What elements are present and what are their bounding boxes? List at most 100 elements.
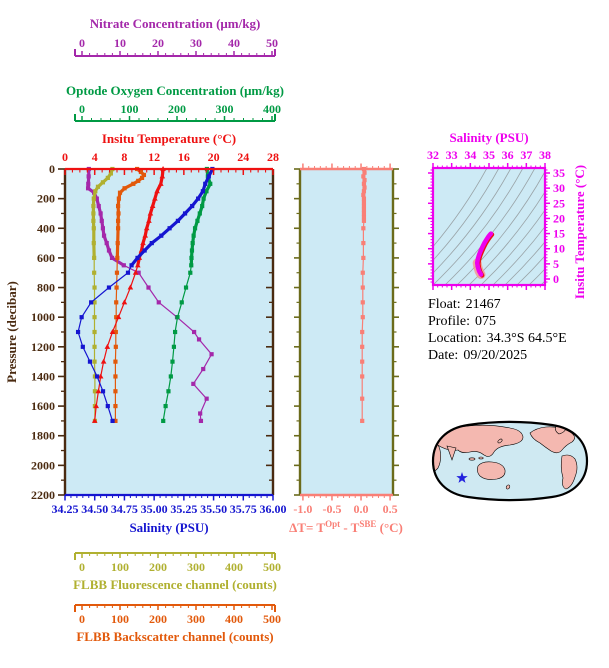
salinity-marker [94, 374, 100, 379]
fluorescence-marker [105, 175, 110, 180]
nitrate-marker [94, 196, 99, 201]
fluorescence-marker [92, 285, 97, 290]
nitrate-marker [109, 255, 115, 261]
delta-t-marker [361, 189, 367, 194]
oxygen-marker [200, 203, 205, 209]
oxygen-marker [195, 218, 200, 223]
salinity-tick-label: 35.00 [141, 502, 168, 516]
backscatter-marker [114, 285, 119, 290]
fluorescence-marker [92, 255, 97, 261]
pressure-tick-label: 1400 [31, 369, 55, 383]
axes-and-ticks: 0200400600800100012001400160018002000220… [31, 36, 565, 626]
ts-salinity-tick-label: 36 [502, 148, 514, 162]
salinity-marker [196, 196, 201, 201]
oxygen-marker [179, 300, 184, 305]
delta-t-marker [360, 285, 365, 290]
temperature-marker [158, 180, 164, 186]
backscatter-marker [113, 359, 118, 364]
nitrate-marker [209, 352, 214, 357]
nitrate-marker [86, 174, 91, 179]
map-japan [497, 438, 503, 444]
temperature-tick-label: 16 [178, 150, 190, 164]
backscatter-tick-label: 400 [225, 612, 243, 626]
pressure-tick-label: 800 [37, 281, 55, 295]
backscatter-marker [114, 270, 120, 275]
backscatter-marker [114, 300, 119, 305]
salinity-marker [149, 240, 154, 246]
salinity-marker [182, 211, 188, 216]
delta-t-marker [361, 215, 367, 220]
float-id-line: Float: 21467 [428, 297, 501, 312]
temperature-marker [142, 232, 149, 238]
nitrate-marker [191, 381, 196, 386]
backscatter-marker [113, 344, 118, 349]
temperature-marker [143, 225, 150, 231]
ts-salinity-axis-title: Salinity (PSU) [449, 130, 528, 145]
nitrate-tick-label: 30 [190, 36, 202, 50]
nitrate-marker [136, 270, 141, 275]
nitrate-marker [104, 240, 109, 246]
ts-density-contours [433, 168, 609, 285]
fluorescence-marker [92, 300, 97, 305]
oxygen-marker [208, 181, 213, 186]
nitrate-tick-label: 40 [228, 36, 240, 50]
backscatter-marker [115, 240, 120, 246]
salinity-marker [203, 181, 208, 186]
ts-contour-line [504, 241, 545, 285]
delta-t-marker [360, 270, 365, 275]
backscatter-marker [114, 315, 119, 320]
delta-t-marker [361, 196, 367, 201]
oxygen-tick-label: 0 [79, 102, 85, 116]
float-info: Float: 21467 Profile: 075 Location: 34.3°S … [428, 297, 567, 363]
pressure-tick-label: 1800 [31, 429, 55, 443]
temperature-marker [147, 210, 154, 216]
map-south-america [560, 454, 578, 490]
ts-contour-line [589, 168, 609, 285]
fluorescence-marker [92, 270, 97, 275]
float-id-value: 21467 [466, 297, 501, 312]
delta-t-marker [360, 396, 365, 401]
delta-t-marker [361, 226, 366, 231]
salinity-marker [142, 248, 147, 253]
nitrate-marker [198, 418, 204, 424]
delta-t-marker [361, 174, 366, 179]
backscatter-marker [116, 203, 121, 209]
map-australia [477, 461, 506, 480]
ts-contour-line [444, 168, 536, 285]
nitrate-marker [146, 285, 151, 290]
temperature-tick-label: 4 [92, 150, 98, 164]
backscatter-marker [113, 374, 118, 379]
salinity-tick-label: 35.75 [230, 502, 257, 516]
ts-contour-group [433, 168, 609, 285]
salinity-marker [190, 203, 195, 209]
map-india [446, 445, 457, 461]
delta-t-marker [361, 207, 367, 212]
salinity-axis-title: Salinity (PSU) [129, 520, 208, 535]
map-landmasses [433, 424, 578, 490]
backscatter-axis-title: FLBB Backscatter channel (counts) [76, 629, 273, 644]
fluorescence-marker [92, 344, 97, 349]
delta-t-marker [360, 315, 365, 320]
location-label: Location: [428, 331, 482, 346]
delta-t-marker [361, 240, 366, 246]
pressure-tick-label: 2000 [31, 458, 55, 472]
temperature-tick-label: 24 [237, 150, 249, 164]
nitrate-marker [198, 411, 203, 416]
oxygen-marker [189, 248, 195, 253]
nitrate-marker [201, 366, 206, 372]
oxygen-marker [190, 240, 195, 246]
oxygen-tick-label: 300 [216, 102, 234, 116]
nitrate-tick-label: 0 [79, 36, 85, 50]
fluorescence-marker [91, 226, 96, 231]
salinity-tick-label: 36.00 [260, 502, 287, 516]
nitrate-marker [204, 396, 209, 401]
ts-temperature-tick-label: 35 [553, 166, 565, 180]
oxygen-marker [204, 189, 209, 194]
backscatter-marker [131, 181, 136, 186]
nitrate-marker [100, 226, 105, 231]
temperature-tick-label: 28 [267, 150, 279, 164]
fluorescence-marker [91, 196, 96, 201]
location-value: 34.3°S 64.5°E [487, 331, 567, 346]
fluorescence-marker [91, 240, 96, 246]
salinity-marker [87, 359, 93, 364]
